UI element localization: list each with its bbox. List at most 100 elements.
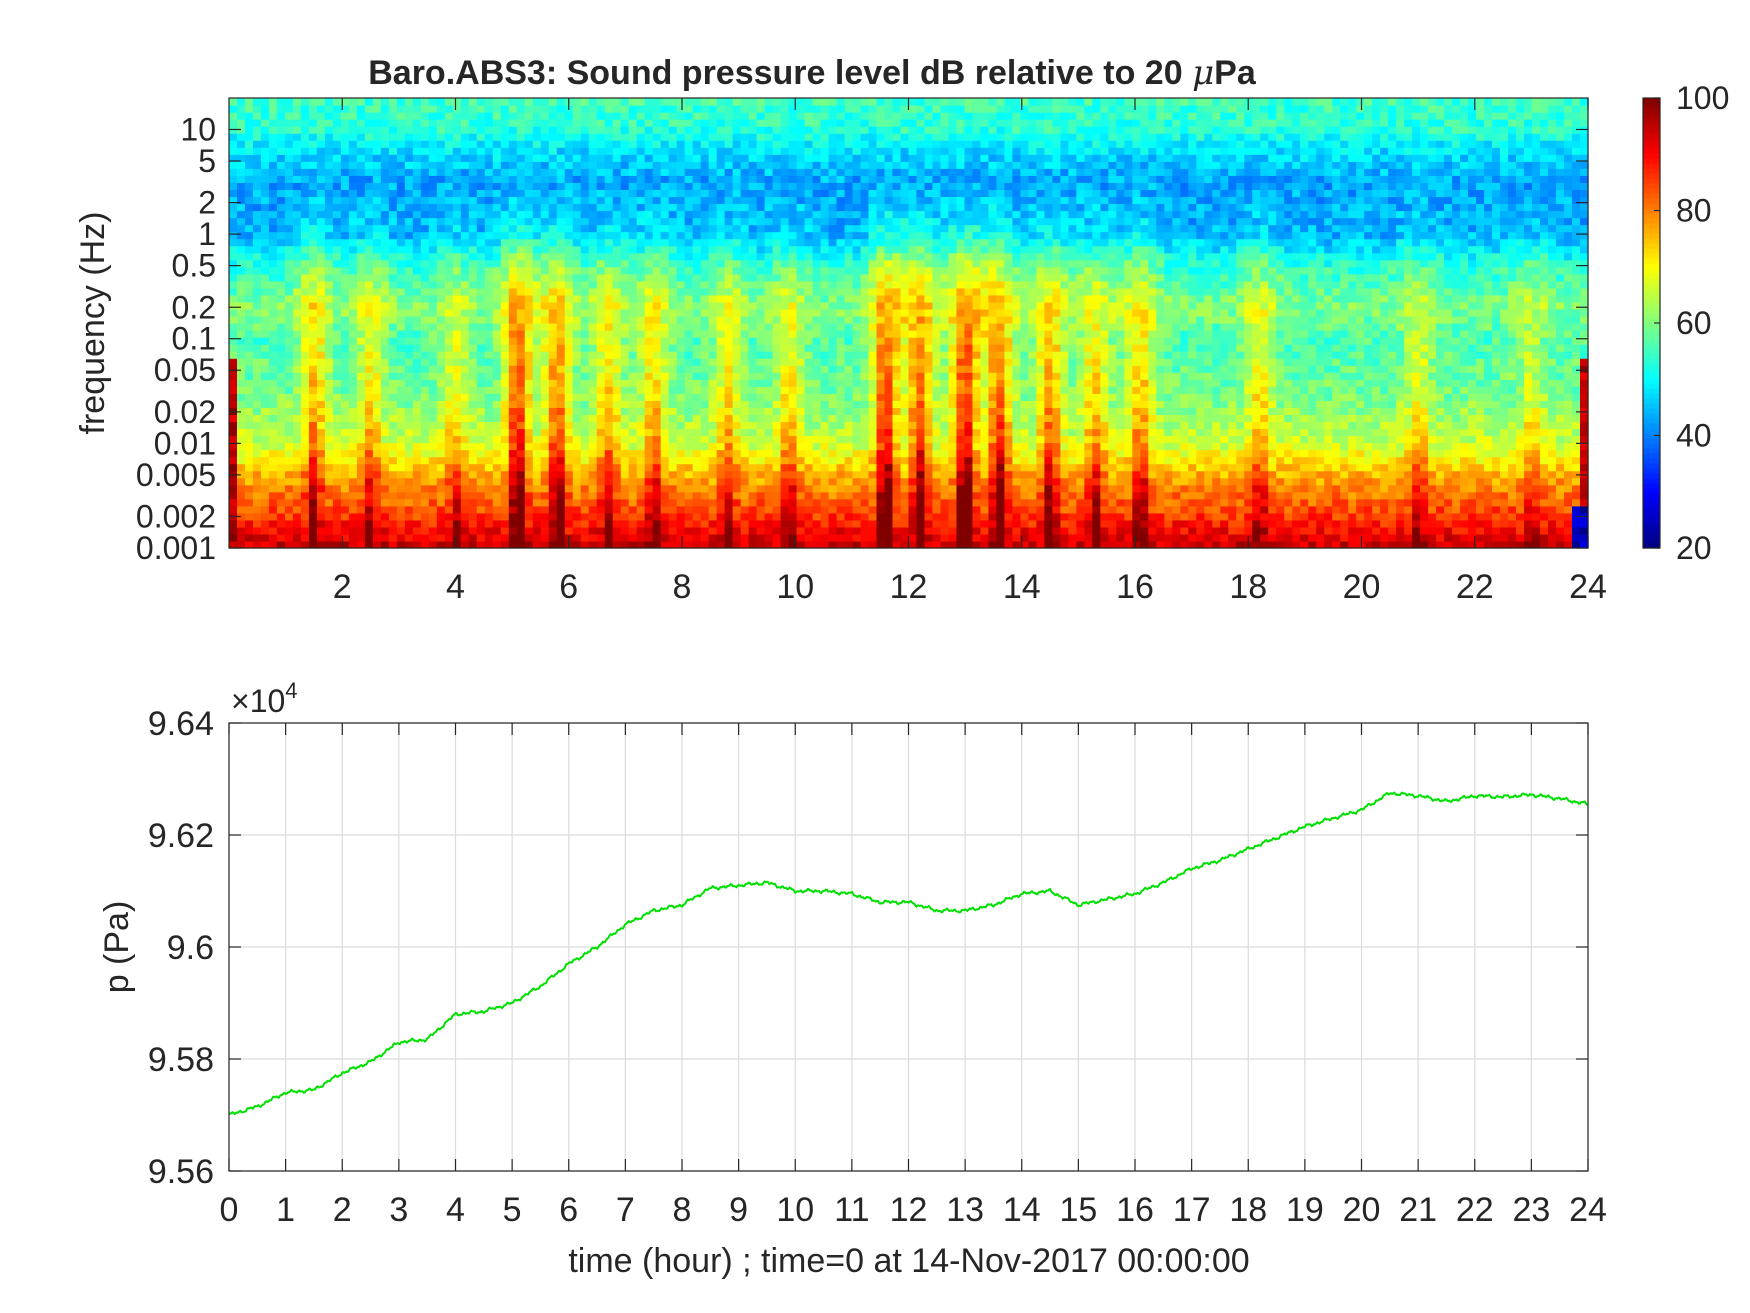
spectrogram-cell	[572, 330, 582, 338]
spectrogram-cell	[572, 175, 582, 183]
spectrogram-cell	[764, 238, 774, 247]
spectrogram-cell	[628, 112, 638, 120]
spectrogram-cell	[820, 308, 830, 317]
spectrogram-cell	[796, 315, 806, 324]
spectrogram-cell	[844, 435, 854, 444]
spectrogram-cell	[644, 414, 654, 423]
spectrogram-cell	[772, 315, 782, 324]
spectrogram-cell	[740, 133, 750, 141]
spectrogram-cell	[556, 337, 566, 345]
spectrogram-cell	[572, 491, 582, 500]
spectrogram-cell	[332, 421, 342, 430]
spectrogram-cell	[404, 119, 414, 127]
spectrogram-cell	[260, 294, 270, 303]
spectrogram-cell	[372, 393, 382, 401]
spectrogram-cell	[476, 400, 486, 408]
spectrogram-cell	[372, 540, 382, 549]
spectrogram-cell	[260, 189, 270, 198]
spectrogram-cell	[500, 161, 510, 169]
spectrogram-cell	[516, 344, 526, 352]
spectrogram-cell	[380, 147, 390, 155]
spectrogram-cell	[476, 196, 486, 205]
spectrogram-cell	[476, 175, 486, 183]
spectrogram-cell	[812, 344, 822, 352]
spectrogram-cell	[812, 168, 822, 176]
spectrogram-cell	[284, 168, 294, 176]
spectrogram-cell	[460, 238, 470, 247]
spectrogram-cell	[788, 147, 798, 155]
spectrogram-cell	[396, 414, 406, 423]
spectrogram-cell	[460, 533, 470, 542]
spectrogram-cell	[524, 126, 534, 134]
spectrogram-cell	[644, 224, 654, 233]
spectrogram-cell	[508, 112, 518, 120]
spectrogram-cell	[596, 463, 606, 472]
spectrogram-cell	[564, 351, 574, 359]
spectrogram-cell	[604, 540, 614, 549]
spectrogram-cell	[356, 280, 366, 289]
spectrogram-cell	[388, 294, 398, 303]
spectrogram-cell	[396, 238, 406, 247]
spectrogram-cell	[628, 98, 638, 106]
spectrogram-cell	[229, 273, 238, 282]
spectrogram-cell	[324, 126, 334, 134]
spectrogram-cell	[229, 428, 238, 437]
spectrogram-cell	[452, 358, 462, 366]
spectrogram-cell	[676, 372, 686, 380]
spectrogram-cell	[740, 456, 750, 465]
spectrogram-cell	[676, 287, 686, 296]
spectrogram-cell	[572, 238, 582, 247]
spectrogram-cell	[700, 245, 710, 254]
spectrogram-cell	[452, 386, 462, 394]
spectrogram-cell	[380, 245, 390, 254]
spectrogram-cell	[836, 287, 846, 296]
spectrogram-cell	[564, 470, 574, 479]
spectrogram-cell	[788, 252, 798, 261]
spectrogram-cell	[244, 365, 254, 373]
spectrogram-cell	[524, 400, 534, 408]
spectrogram-cell	[828, 105, 838, 113]
spectrogram-cell	[516, 154, 526, 162]
spectrogram-cell	[628, 182, 638, 191]
spectrogram-cell	[820, 449, 830, 458]
spectrogram-cell	[764, 273, 774, 282]
spectrogram-cell	[732, 456, 742, 465]
spectrogram-cell	[636, 414, 646, 423]
spectrogram-cell	[644, 519, 654, 528]
spectrogram-cell	[764, 280, 774, 289]
spectrogram-cell	[652, 414, 662, 423]
spectrogram-cell	[748, 491, 758, 500]
spectrogram-cell	[292, 126, 302, 134]
spectrogram-cell	[524, 512, 534, 521]
spectrogram-cell	[668, 238, 678, 247]
spectrogram-cell	[732, 379, 742, 387]
spectrogram-cell	[628, 126, 638, 134]
spectrogram-cell	[348, 119, 358, 127]
spectrogram-cell	[236, 344, 246, 352]
spectrogram-cell	[508, 119, 518, 127]
spectrogram-cell	[532, 238, 542, 247]
spectrogram-cell	[604, 449, 614, 458]
spectrogram-cell	[684, 196, 694, 205]
spectrogram-cell	[244, 252, 254, 261]
spectrogram-cell	[676, 140, 686, 148]
spectrogram-cell	[836, 540, 846, 549]
spectrogram-cell	[436, 280, 446, 289]
spectrogram-cell	[636, 245, 646, 254]
spectrogram-cell	[548, 512, 558, 521]
spectrogram-cell	[596, 238, 606, 247]
spectrogram-cell	[676, 154, 686, 162]
spectrogram-cell	[732, 498, 742, 507]
spectrogram-cell	[276, 266, 286, 275]
spectrogram-cell	[340, 238, 350, 247]
spectrogram-cell	[636, 259, 646, 268]
spectrogram-cell	[236, 182, 246, 191]
spectrogram-cell	[636, 182, 646, 191]
spectrogram-cell	[708, 379, 718, 387]
spectrogram-cell	[540, 203, 550, 212]
spectrogram-cell	[236, 210, 246, 219]
spectrogram-cell	[524, 238, 534, 247]
spectrogram-cell	[708, 323, 718, 331]
spectrogram-cell	[476, 498, 486, 507]
spectrogram-cell	[708, 400, 718, 408]
